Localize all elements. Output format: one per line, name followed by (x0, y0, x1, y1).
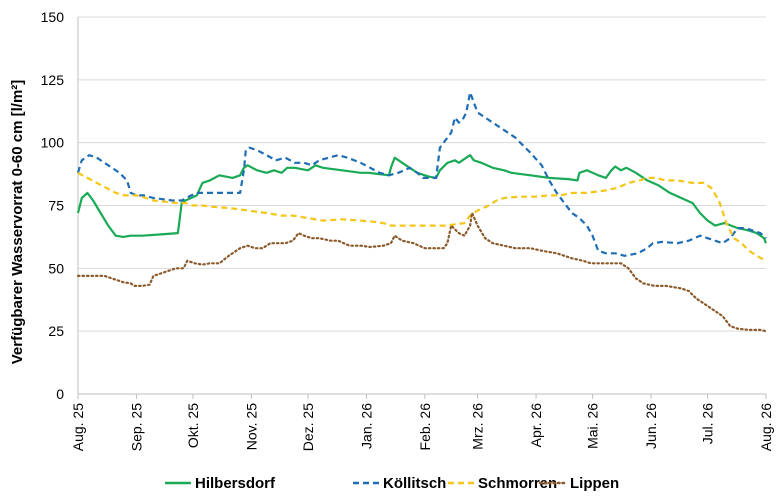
y-tick-label: 25 (48, 323, 64, 339)
x-tick-label: Jun. 26 (643, 403, 659, 449)
series-line-k-llitsch (76, 91, 767, 257)
x-tick-labels: Aug. 25 Sep. 25 Okt. 25 Nov. 25 Dez. 25 Jan. … (70, 403, 774, 451)
y-tick-label: 100 (41, 135, 65, 151)
x-tick-label: Dez. 25 (300, 403, 316, 451)
y-axis-label: Verfügbarer Wasservorrat 0-60 cm [l/m²] (9, 80, 26, 365)
y-tick-label: 125 (41, 72, 65, 88)
series-line-schmorren (77, 171, 767, 262)
legend-label: Schmorren (478, 475, 557, 492)
x-tick-label: Feb. 26 (417, 403, 433, 451)
x-tick-label: Aug. 25 (70, 403, 86, 451)
series-line-lippen (76, 211, 768, 333)
x-tick-label: Apr. 26 (528, 403, 544, 448)
legend: Hilbersdorf Köllitsch Schmorren Lippen (165, 475, 619, 492)
x-tick-label: Okt. 25 (185, 403, 201, 448)
axes (77, 17, 767, 399)
x-tick-label: Jan. 26 (358, 403, 374, 449)
legend-label: Lippen (570, 475, 619, 492)
series-line-hilbersdorf (76, 154, 768, 244)
x-tick-label: Sep. 25 (128, 403, 144, 451)
x-tick-label: Jul. 26 (700, 403, 716, 444)
x-tick-label: Nov. 25 (243, 403, 259, 450)
y-tick-label: 50 (48, 260, 64, 276)
y-tick-label: 75 (48, 198, 64, 214)
x-tick-label: Mai. 26 (585, 403, 601, 449)
y-tick-labels: 0 25 50 75 100 125 150 (41, 9, 65, 402)
legend-label: Hilbersdorf (195, 475, 276, 492)
x-tick-label: Aug. 26 (758, 403, 774, 451)
y-tick-label: 0 (56, 386, 64, 402)
series-lines (76, 91, 768, 333)
legend-label: Köllitsch (383, 475, 446, 492)
y-tick-label: 150 (41, 9, 65, 25)
x-tick-label: Mrz. 26 (470, 403, 486, 450)
